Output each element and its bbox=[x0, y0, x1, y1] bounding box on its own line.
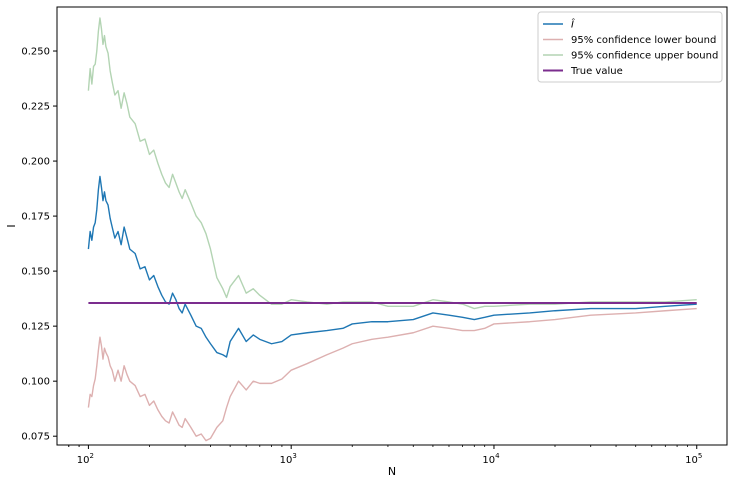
x-tick-label: 104 bbox=[482, 452, 500, 466]
x-tick-base: 10 bbox=[685, 455, 698, 466]
y-tick-label: 0.075 bbox=[21, 432, 50, 443]
x-tick-base: 10 bbox=[482, 455, 495, 466]
lower-bound-series-line bbox=[87, 307, 697, 442]
y-tick-label: 0.225 bbox=[21, 102, 50, 113]
legend-box bbox=[537, 11, 723, 83]
y-tick-label: 0.100 bbox=[21, 377, 50, 388]
x-tick-label: 102 bbox=[77, 452, 94, 466]
x-tick-exponent: 5 bbox=[698, 452, 702, 460]
legend-lower-bound-label: 95% confidence lower bound bbox=[571, 35, 716, 46]
y-tick-label: 0.250 bbox=[21, 47, 50, 58]
plot-frame bbox=[56, 6, 728, 446]
y-axis-label: I bbox=[5, 224, 18, 227]
y-tick-label: 0.175 bbox=[21, 212, 50, 223]
y-axis: 0.075 0.100 0.125 0.150 0.175 0.200 0.225 0.250 bbox=[21, 47, 57, 443]
y-tick-label: 0.125 bbox=[21, 322, 50, 333]
x-tick-label: 103 bbox=[280, 452, 297, 466]
x-axis: 102 103 104 105 bbox=[68, 445, 702, 466]
x-tick-exponent: 2 bbox=[90, 452, 94, 460]
legend-true-value-label: True value bbox=[570, 66, 623, 77]
legend: Î 95% confidence lower bound 95% confidenc… bbox=[537, 11, 723, 83]
x-axis-label: N bbox=[388, 465, 396, 478]
plot-series bbox=[87, 17, 697, 442]
x-tick-base: 10 bbox=[280, 455, 293, 466]
y-tick-label: 0.200 bbox=[21, 157, 50, 168]
x-tick-base: 10 bbox=[77, 455, 90, 466]
x-tick-exponent: 4 bbox=[495, 452, 500, 460]
legend-upper-bound-label: 95% confidence upper bound bbox=[571, 51, 718, 62]
estimate-series-line bbox=[87, 175, 697, 358]
y-tick-label: 0.150 bbox=[21, 267, 50, 278]
x-tick-label: 105 bbox=[685, 452, 702, 466]
x-tick-exponent: 3 bbox=[292, 452, 296, 460]
legend-estimate-label: Î bbox=[571, 18, 575, 31]
